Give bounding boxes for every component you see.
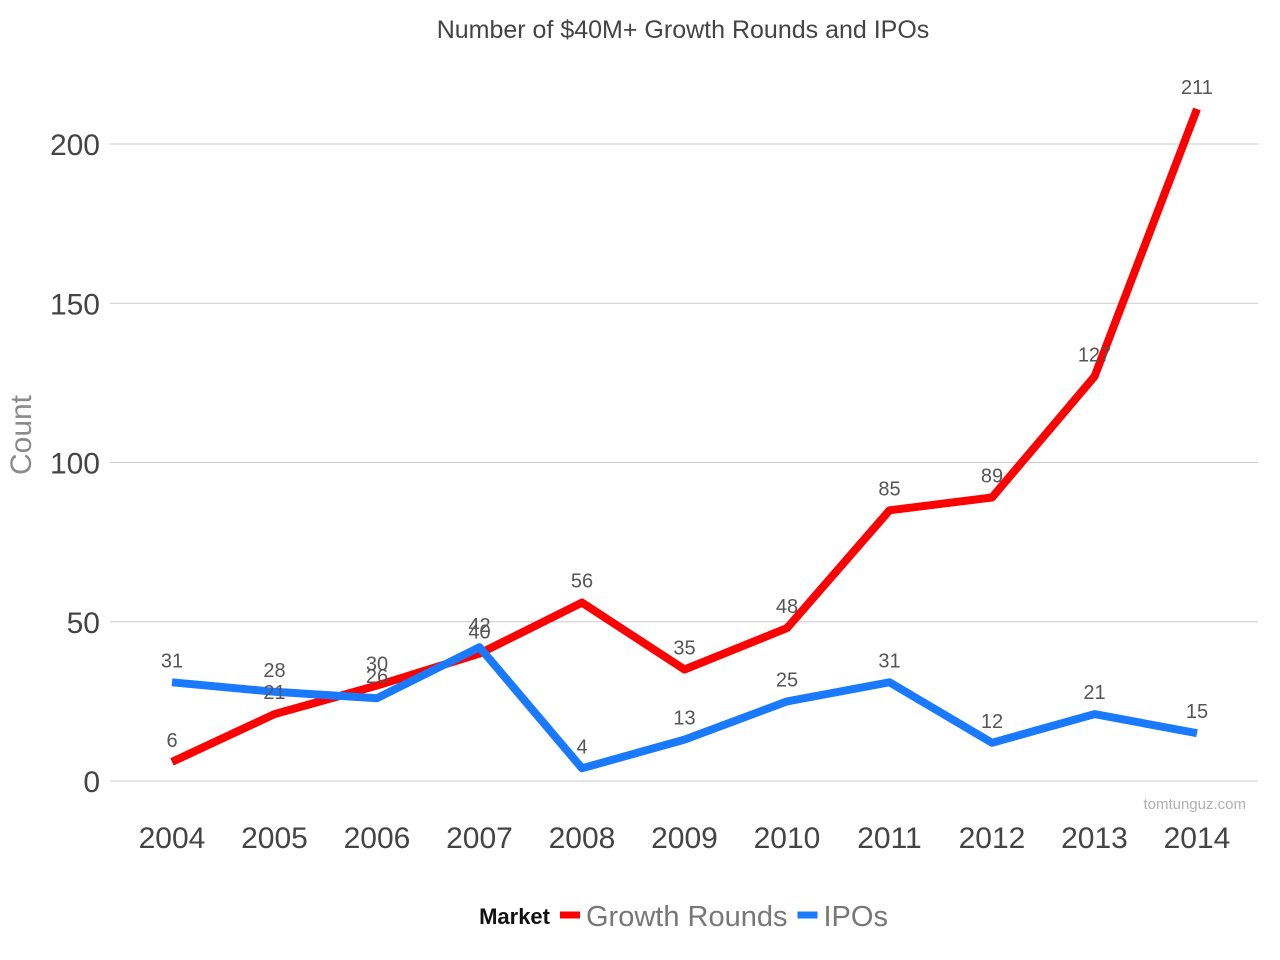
data-label-growth-rounds-2007: 40 <box>468 622 490 644</box>
x-tick-2004: 2004 <box>139 822 206 855</box>
x-tick-2011: 2011 <box>857 822 922 855</box>
data-label-ipos-2010: 25 <box>776 669 798 691</box>
series-line-ipos <box>171 643 1198 773</box>
y-tick-200: 200 <box>50 129 100 162</box>
x-axis-ticks: 2004 2005 2006 2007 2008 2009 2010 2011 2012 2013… <box>139 822 1231 855</box>
x-tick-2007: 2007 <box>446 822 513 855</box>
series-line-growth-rounds <box>170 107 1201 766</box>
x-tick-2006: 2006 <box>344 822 411 855</box>
data-label-ipos-2009: 13 <box>673 708 695 730</box>
data-label-growth-rounds-2011: 85 <box>878 478 900 500</box>
x-tick-2008: 2008 <box>549 822 616 855</box>
data-label-ipos-2013: 21 <box>1083 682 1105 704</box>
series-lines <box>170 107 1201 773</box>
grid-lines <box>110 143 1258 782</box>
data-label-growth-rounds-2014: 211 <box>1181 77 1213 99</box>
data-label-growth-rounds-2004: 6 <box>166 730 177 752</box>
data-label-growth-rounds-2006: 30 <box>366 653 388 675</box>
y-tick-50: 50 <box>67 607 100 640</box>
data-label-ipos-2012: 12 <box>981 711 1003 733</box>
data-label-ipos-2005: 28 <box>263 660 285 682</box>
y-tick-100: 100 <box>50 448 100 481</box>
legend-title: Market <box>479 904 551 929</box>
data-labels: 6 21 30 40 56 35 48 85 89 127 211 31 28 26 42 4 13 25 31 12… <box>161 77 1213 758</box>
y-axis-label: Count <box>5 394 38 475</box>
data-label-growth-rounds-2008: 56 <box>571 571 593 593</box>
data-label-growth-rounds-2013: 127 <box>1078 345 1111 367</box>
y-tick-150: 150 <box>50 288 100 321</box>
data-label-growth-rounds-2009: 35 <box>673 638 695 660</box>
data-label-growth-rounds-2010: 48 <box>776 596 798 618</box>
data-label-ipos-2004: 31 <box>161 650 183 672</box>
x-tick-2005: 2005 <box>241 822 308 855</box>
legend: Market Growth Rounds IPOs <box>479 901 888 933</box>
watermark: tomtunguz.com <box>1143 796 1246 813</box>
x-tick-2009: 2009 <box>651 822 718 855</box>
data-label-ipos-2008: 4 <box>576 736 587 758</box>
y-tick-0: 0 <box>83 766 100 799</box>
data-label-ipos-2011: 31 <box>878 650 900 672</box>
data-label-growth-rounds-2012: 89 <box>981 466 1003 488</box>
x-tick-2014: 2014 <box>1164 822 1231 855</box>
y-axis-ticks: 0 50 100 150 200 <box>50 129 100 799</box>
data-label-ipos-2006: 26 <box>366 666 388 688</box>
data-label-ipos-2007: 42 <box>468 615 490 637</box>
legend-label-ipos: IPOs <box>824 901 888 933</box>
x-tick-2010: 2010 <box>754 822 821 855</box>
data-label-ipos-2014: 15 <box>1186 701 1208 723</box>
data-label-growth-rounds-2005: 21 <box>263 682 285 704</box>
chart-title: Number of $40M+ Growth Rounds and IPOs <box>437 16 930 44</box>
x-tick-2012: 2012 <box>959 822 1026 855</box>
x-tick-2013: 2013 <box>1061 822 1128 855</box>
legend-label-growth-rounds: Growth Rounds <box>586 901 788 933</box>
